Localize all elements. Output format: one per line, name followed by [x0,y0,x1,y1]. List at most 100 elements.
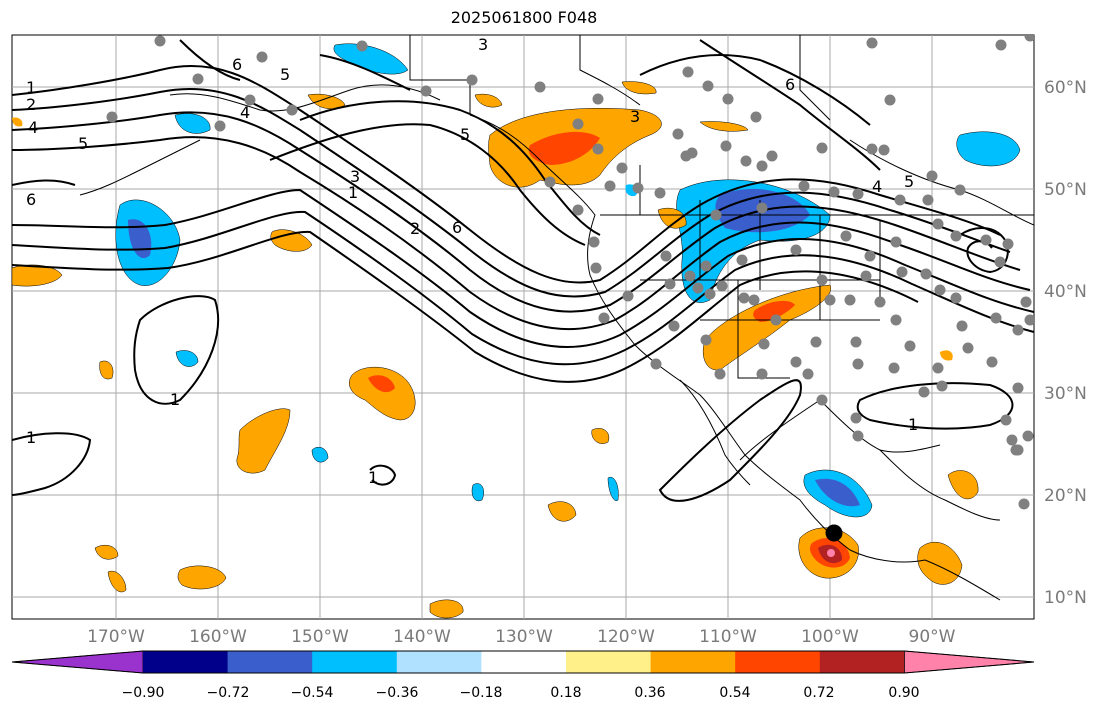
station-dot [622,290,634,302]
station-dot [936,380,948,392]
lon-label: 170°W [87,627,145,647]
station-dot [682,66,694,78]
station-dot [420,85,432,97]
colorbar-tick-label: −0.18 [460,685,503,701]
station-dot [866,143,878,155]
station-dot [896,266,908,278]
station-dot [1012,382,1024,394]
colorbar-outline [11,650,1035,674]
contour-label: 6 [26,190,36,209]
contour-label: 2 [410,219,420,238]
station-dot [890,236,902,248]
station-dot [918,386,930,398]
station-dot [672,128,684,140]
station-dot [616,162,628,174]
station-dot [1002,238,1014,250]
station-dot [700,260,712,272]
colorbar-segment [735,651,821,673]
lat-label: 50°N [1044,180,1087,200]
station-dot [106,111,118,123]
station-dot [850,412,862,424]
colorbar-segment [481,651,567,673]
station-markers [106,35,1034,510]
contour-label: 2 [26,95,36,114]
contour-label: 4 [872,177,882,196]
station-dot [244,94,256,106]
station-dot [934,284,946,296]
contour-label: 6 [785,75,795,94]
contour-label: 5 [78,134,88,153]
colorbar-tick-label: −0.54 [291,685,334,701]
colorbar-segment [227,651,313,673]
station-dot [980,234,992,246]
station-dot [852,188,864,200]
station-dot [702,80,714,92]
contour-label: 1 [908,415,918,434]
station-dot [700,334,712,346]
lon-label: 140°W [393,627,451,647]
station-dot [1020,296,1032,308]
station-dot [572,118,584,130]
lat-label: 30°N [1044,384,1087,404]
station-dot [790,356,802,368]
latitude-labels: 60°N 50°N 40°N 30°N 20°N 10°N [1044,78,1087,608]
station-dot [1010,444,1022,456]
station-dot [692,282,704,294]
station-dot [816,142,828,154]
colorbar-segment [566,651,652,673]
station-dot [798,180,810,192]
contour-label: 1 [348,183,358,202]
station-dot [632,182,644,194]
contour-label: 3 [350,167,360,186]
station-dot [1006,434,1018,446]
station-dot [544,176,556,188]
station-dot [962,342,974,354]
contour-label: 1 [170,390,180,409]
station-dot [654,187,666,199]
station-dot [790,244,802,256]
station-dot [736,254,748,266]
station-dot [904,340,916,352]
positive-anomaly-shading [12,81,979,619]
station-dot [850,336,862,348]
contour-label: 1 [368,468,378,487]
contour-label: 6 [452,218,462,237]
colorbar-tick-label: 0.36 [634,685,665,701]
station-dot [716,280,728,292]
lat-label: 20°N [1044,486,1087,506]
station-dot [860,270,872,282]
contour-label: 6 [232,55,242,74]
lat-label: 40°N [1044,282,1087,302]
colorbar [11,650,1035,674]
station-dot [710,209,722,221]
station-dot [884,94,896,106]
lat-label: 10°N [1044,588,1087,608]
station-dot [1000,414,1012,426]
station-dot [888,362,900,374]
station-dot [766,150,778,162]
station-dot [864,250,876,262]
station-dot [256,51,268,63]
station-dot [756,368,768,380]
contour-lines [12,39,1034,502]
station-dot [668,320,680,332]
contour-label: 1 [26,428,36,447]
colorbar-extend-high [904,650,1035,674]
station-dot [844,294,856,306]
station-dot [756,202,768,214]
station-dot [592,143,604,155]
station-dot [852,430,864,442]
contour-label: 3 [478,35,488,54]
colorbar-extend-low [11,650,144,674]
station-dot [588,236,600,248]
station-dot [986,356,998,368]
colorbar-tick-label: −0.90 [122,685,165,701]
longitude-labels: 170°W 160°W 150°W 140°W 130°W 120°W 110°… [87,627,956,647]
station-dot [650,358,662,370]
station-dot [590,262,602,274]
lon-label: 150°W [291,627,349,647]
station-dot [598,312,610,324]
station-dot [990,312,1002,324]
contour-label: 5 [904,172,914,191]
